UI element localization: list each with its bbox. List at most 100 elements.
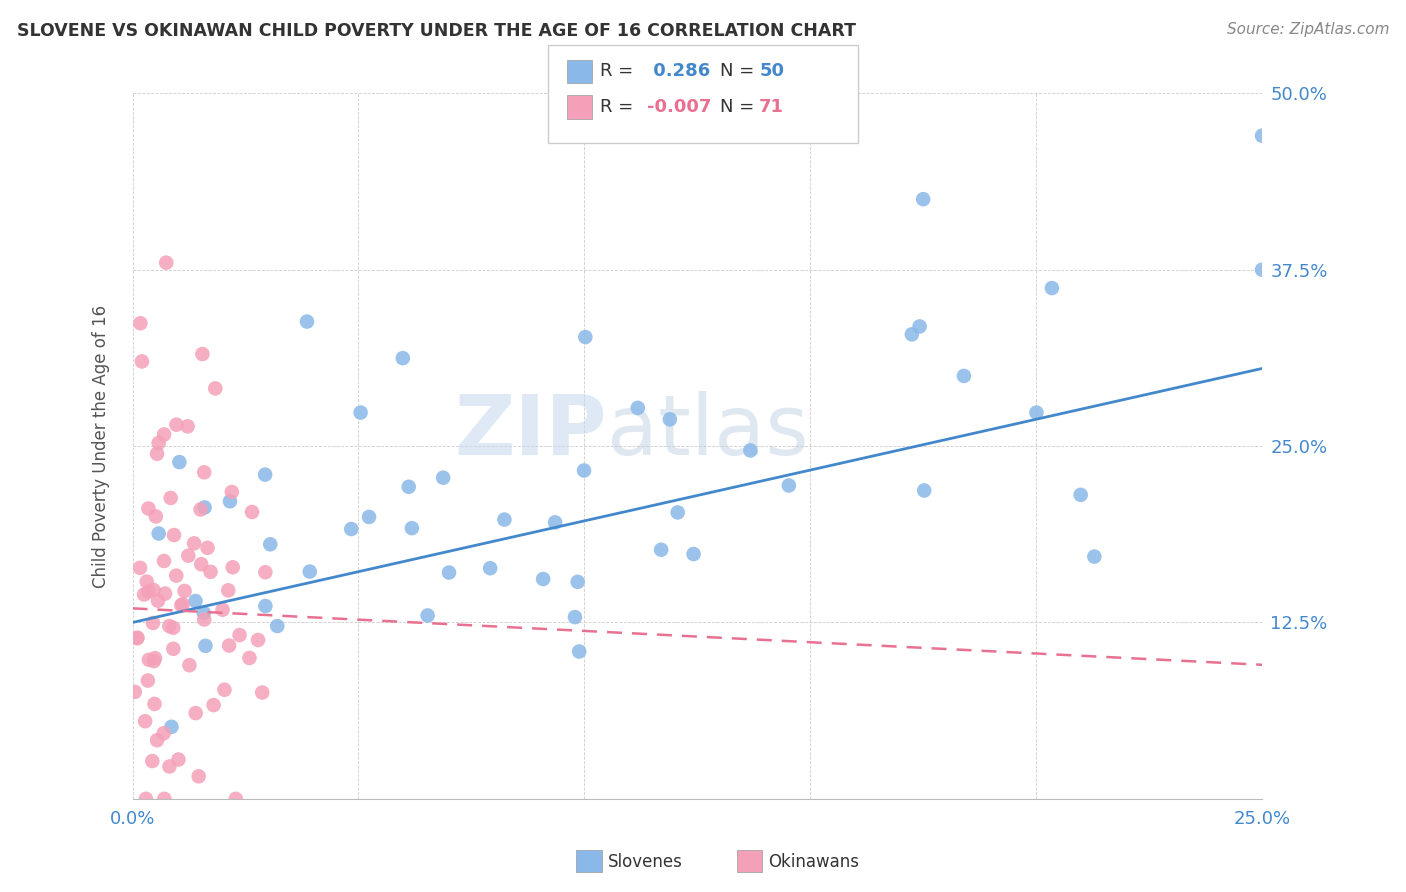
Point	[401, 521, 423, 535]
Point	[184, 594, 207, 608]
Text: 50: 50	[759, 62, 785, 80]
Point	[266, 619, 288, 633]
Point	[184, 706, 207, 720]
Point	[247, 632, 270, 647]
Point	[222, 560, 245, 574]
Point	[148, 436, 170, 450]
Point	[153, 427, 176, 442]
Point	[221, 485, 243, 500]
Point	[204, 381, 226, 395]
Point	[494, 512, 516, 526]
Point	[152, 726, 174, 740]
Point	[437, 566, 460, 580]
Point	[162, 621, 184, 635]
Point	[146, 733, 169, 747]
Point	[142, 582, 165, 597]
Text: Source: ZipAtlas.com: Source: ZipAtlas.com	[1226, 22, 1389, 37]
Text: ZIP: ZIP	[454, 392, 607, 473]
Point	[159, 491, 181, 505]
Point	[531, 572, 554, 586]
Text: R =: R =	[600, 98, 640, 116]
Point	[254, 566, 277, 580]
Point	[391, 351, 413, 365]
Point	[136, 673, 159, 688]
Text: Slovenes: Slovenes	[607, 853, 682, 871]
Point	[572, 463, 595, 477]
Point	[135, 792, 157, 806]
Point	[187, 769, 209, 783]
Point	[298, 565, 321, 579]
Point	[953, 368, 976, 383]
Point	[124, 685, 146, 699]
Point	[134, 714, 156, 729]
Point	[141, 754, 163, 768]
Point	[179, 658, 201, 673]
Point	[778, 478, 800, 492]
Point	[349, 406, 371, 420]
Text: R =: R =	[600, 62, 640, 80]
Point	[259, 537, 281, 551]
Point	[153, 554, 176, 568]
Point	[658, 412, 681, 426]
Point	[740, 443, 762, 458]
Text: SLOVENE VS OKINAWAN CHILD POVERTY UNDER THE AGE OF 16 CORRELATION CHART: SLOVENE VS OKINAWAN CHILD POVERTY UNDER …	[17, 22, 856, 40]
Point	[138, 653, 160, 667]
Point	[901, 327, 924, 342]
Point	[155, 255, 177, 269]
Point	[162, 641, 184, 656]
Point	[142, 615, 165, 630]
Point	[416, 608, 439, 623]
Point	[153, 586, 176, 600]
Point	[432, 471, 454, 485]
Point	[544, 516, 567, 530]
Point	[200, 565, 222, 579]
Point	[135, 574, 157, 589]
Point	[1083, 549, 1105, 564]
Point	[170, 598, 193, 612]
Point	[627, 401, 650, 415]
Point	[194, 500, 217, 515]
Point	[193, 465, 215, 479]
Point	[568, 644, 591, 658]
Point	[172, 597, 194, 611]
Point	[912, 483, 935, 498]
Point	[143, 697, 166, 711]
Text: N =: N =	[720, 62, 759, 80]
Text: N =: N =	[720, 98, 759, 116]
Point	[145, 509, 167, 524]
Point	[295, 315, 318, 329]
Point	[340, 522, 363, 536]
Point	[238, 651, 260, 665]
Point	[167, 752, 190, 766]
Point	[193, 606, 215, 620]
Point	[250, 685, 273, 699]
Point	[1070, 488, 1092, 502]
Text: -0.007: -0.007	[647, 98, 711, 116]
Point	[214, 682, 236, 697]
Point	[127, 632, 149, 646]
Point	[146, 447, 169, 461]
Point	[169, 455, 191, 469]
Point	[138, 501, 160, 516]
Point	[1040, 281, 1063, 295]
Point	[183, 536, 205, 550]
Point	[650, 542, 672, 557]
Point	[138, 584, 160, 599]
Point	[142, 654, 165, 668]
Point	[217, 583, 239, 598]
Point	[165, 417, 187, 432]
Point	[912, 192, 935, 206]
Point	[254, 599, 277, 613]
Point	[134, 587, 156, 601]
Point	[190, 502, 212, 516]
Text: 0.286: 0.286	[647, 62, 710, 80]
Point	[127, 631, 149, 645]
Point	[194, 639, 217, 653]
Point	[574, 330, 596, 344]
Point	[159, 759, 181, 773]
Point	[240, 505, 263, 519]
Point	[197, 541, 219, 555]
Point	[228, 628, 250, 642]
Point	[211, 603, 233, 617]
Point	[908, 319, 931, 334]
